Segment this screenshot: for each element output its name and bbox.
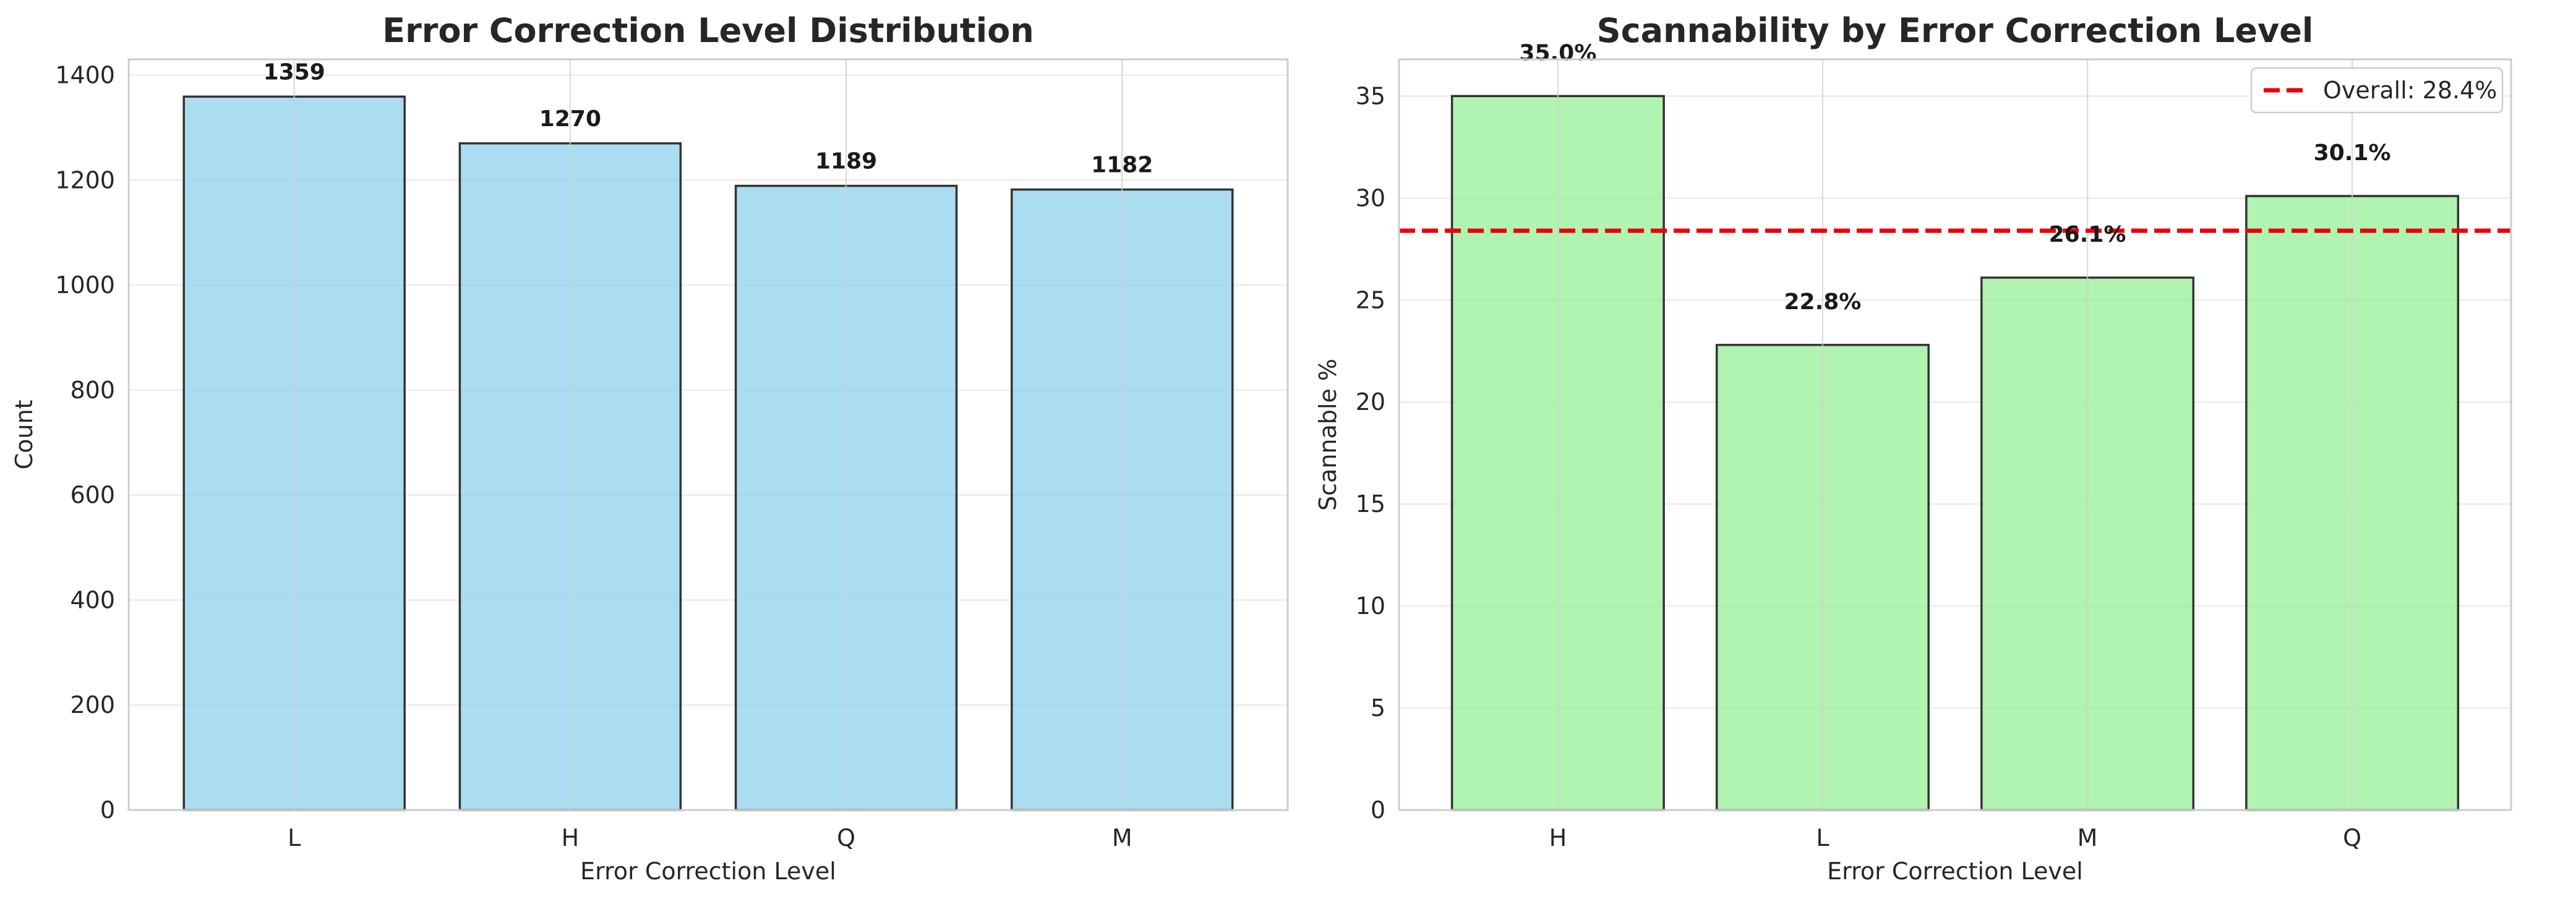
- y-axis-label: Count: [11, 400, 38, 470]
- data-label-H: 1270: [539, 106, 601, 132]
- data-labels: 1359 1270 1189 1182: [263, 59, 1153, 177]
- y-axis-label: Scannable %: [1314, 359, 1341, 511]
- y-tick-label: 1200: [55, 166, 115, 194]
- legend-entry-overall: Overall: 28.4%: [2323, 77, 2497, 104]
- x-tick-label: M: [2077, 824, 2098, 851]
- x-tick-label: H: [1549, 824, 1567, 851]
- chart-title: Scannability by Error Correction Level: [1597, 11, 2314, 50]
- x-tick-label: M: [1112, 824, 1132, 851]
- y-tick-label: 1000: [55, 271, 115, 299]
- grid-vertical: [293, 59, 1123, 810]
- x-tick-label: L: [1816, 824, 1829, 851]
- x-tick-label: L: [288, 824, 301, 851]
- y-tick-labels: 0 5 10 15 20 25 30 35: [1356, 82, 1385, 824]
- data-label-Q: 30.1%: [2314, 140, 2391, 166]
- x-tick-label: Q: [2343, 824, 2361, 851]
- y-tick-label: 20: [1356, 388, 1385, 416]
- y-tick-label: 0: [1371, 796, 1385, 824]
- x-axis-label: Error Correction Level: [580, 858, 836, 885]
- y-tick-labels: 0 200 400 600 800 1000 1200 1400: [55, 61, 115, 824]
- y-tick-label: 400: [70, 586, 115, 613]
- y-tick-label: 600: [70, 482, 115, 509]
- grid-vertical: [1557, 59, 2353, 810]
- y-tick-label: 15: [1356, 490, 1385, 518]
- x-tick-label: Q: [837, 824, 855, 851]
- y-tick-label: 200: [70, 691, 115, 719]
- data-label-L: 1359: [263, 59, 325, 85]
- y-tick-label: 30: [1356, 184, 1385, 211]
- data-label-Q: 1189: [815, 149, 877, 174]
- data-label-M: 1182: [1091, 153, 1153, 178]
- y-tick-label: 5: [1371, 694, 1385, 722]
- data-labels: 35.0% 22.8% 26.1% 30.1%: [1519, 40, 2390, 314]
- data-label-M: 26.1%: [2049, 222, 2126, 247]
- x-axis-label: Error Correction Level: [1827, 858, 2083, 885]
- y-tick-label: 800: [70, 377, 115, 404]
- data-label-L: 22.8%: [1784, 289, 1861, 315]
- y-tick-label: 0: [100, 796, 115, 824]
- plot-frame: [1398, 58, 2512, 811]
- data-label-H: 35.0%: [1519, 40, 1596, 66]
- chart-title: Error Correction Level Distribution: [382, 11, 1034, 50]
- scannability-chart: 35.0% 22.8% 26.1% 30.1% 0 5 10 15 20 25 30 35 H L M Q…: [1314, 11, 2512, 885]
- y-tick-label: 25: [1356, 286, 1385, 313]
- y-tick-label: 1400: [55, 61, 115, 88]
- plot-frame: [127, 58, 1289, 811]
- x-tick-label: H: [562, 824, 580, 851]
- legend-box: [2250, 67, 2504, 114]
- legend: Overall: 28.4%: [2250, 67, 2504, 114]
- y-tick-label: 10: [1356, 592, 1385, 620]
- y-tick-label: 35: [1356, 82, 1385, 109]
